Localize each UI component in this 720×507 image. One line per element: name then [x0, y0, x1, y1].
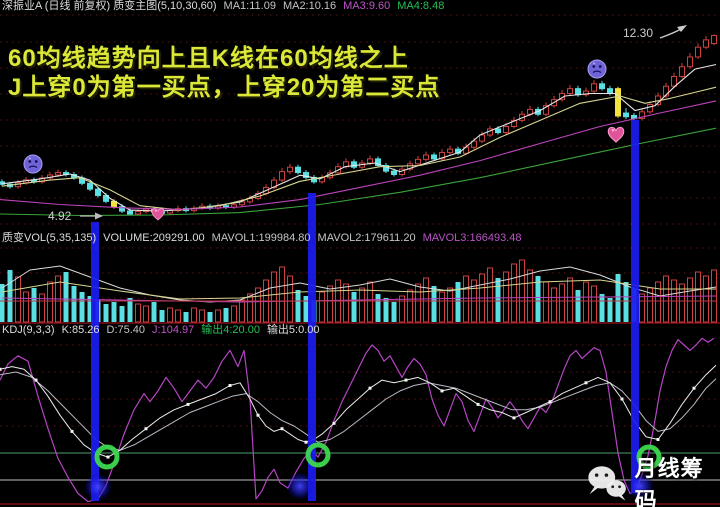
heart-icon — [151, 208, 165, 221]
high-price-arrowhead — [677, 25, 687, 32]
ma4-value: MA4:8.48 — [397, 0, 445, 12]
ma2-value: MA2:10.16 — [282, 0, 337, 12]
gridlines-layer — [0, 14, 720, 505]
mavol3-value: MAVOL3:166493.48 — [422, 232, 522, 244]
annotation-line1: 60均线趋势向上且K线在60均线之上 — [8, 45, 409, 72]
strategy-annotation: 60均线趋势向上且K线在60均线之上 J上穿0为第一买点，上穿20为第二买点 — [8, 44, 440, 102]
kdj-indicator-title: KDJ(9,3,3) — [2, 324, 55, 336]
high-price-label: 12.30 — [623, 26, 654, 40]
out5-value: 输出5:0.00 — [266, 324, 320, 336]
volume-pane — [0, 259, 717, 323]
low-price-arrowhead — [95, 212, 103, 220]
annotation-line2: J上穿0为第一买点，上穿20为第二买点 — [8, 74, 441, 101]
signal-overlays — [23, 59, 662, 501]
watermark-text: 月线筹码 — [634, 456, 704, 507]
k-value: K:85.26 — [61, 324, 100, 336]
smiley-emoji — [587, 59, 607, 79]
volume-value: VOLUME:209291.00 — [103, 232, 205, 244]
ma1-value: MA1:11.09 — [223, 0, 276, 12]
decorations — [80, 25, 687, 220]
volume-header: 质变VOL(5,35,135) VOLUME:209291.00 MAVOL1:19… — [2, 232, 528, 245]
low-price-label: 4.92 — [48, 209, 72, 223]
kdj-header: KDJ(9,3,3) K:85.26 D:75.40 J:104.97 输出4:20.0… — [2, 324, 327, 337]
symbol-title: 深振业A (日线 前复权) 质变主图(5,10,30,60) — [2, 0, 217, 12]
wechat-icon — [588, 466, 626, 501]
heart-icon — [607, 126, 625, 143]
watermark: 月线筹码 — [586, 451, 720, 507]
out4-value: 输出4:20.00 — [201, 324, 260, 336]
ma3-value: MA3:9.60 — [343, 0, 391, 12]
d-value: D:75.40 — [106, 324, 146, 336]
smiley-emoji — [23, 154, 43, 174]
mavol1-value: MAVOL1:199984.80 — [211, 232, 311, 244]
main-indicator-header: 深振业A (日线 前复权) 质变主图(5,10,30,60) MA1:11.09 M… — [2, 0, 451, 13]
mavol2-value: MAVOL2:179611.20 — [317, 232, 416, 244]
vol-indicator-title: 质变VOL(5,35,135) — [2, 232, 97, 244]
j-value: J:104.97 — [152, 324, 195, 336]
